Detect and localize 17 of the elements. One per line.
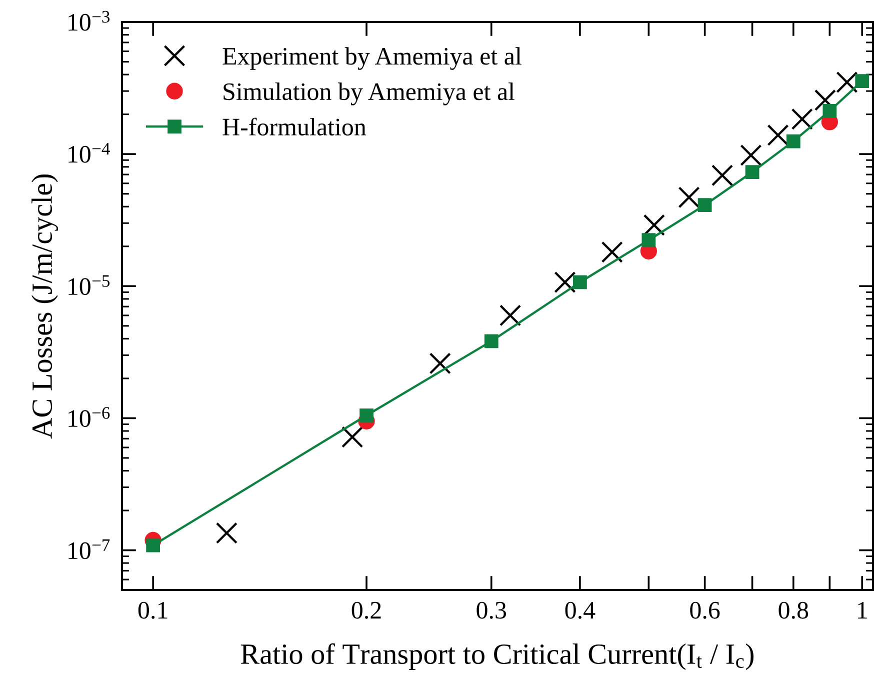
- y-tick-label: 10$^{−3}$: [68, 10, 110, 31]
- x-tick-label: 0.4: [565, 602, 596, 619]
- x-tick-label: 0.3: [476, 602, 506, 619]
- x-tick-label: 1: [858, 602, 867, 618]
- legend-label: Experiment by Amemiya et al: [222, 47, 522, 70]
- x-tick-label: 0.6: [690, 602, 720, 619]
- y-tick-label: 10$^{−6}$: [68, 407, 110, 427]
- x-tick-label: 0.8: [778, 602, 808, 619]
- x-tick-label: 0.2: [352, 602, 381, 619]
- y-axis-title: AC Losses (J/m/cycle): [32, 174, 58, 439]
- y-tick-label: 10$^{−4}$: [68, 142, 110, 163]
- x-axis-title: Ratio of Transport to Critical Current(I$_{t}$ / I$_{c}$): [240, 643, 754, 670]
- y-tick-label: 10$^{−5}$: [68, 275, 110, 296]
- y-tick-label: 10$^{−7}$: [68, 539, 110, 560]
- x-tick-label: 0.1: [138, 602, 168, 619]
- legend-label: Simulation by Amemiya et al: [224, 82, 515, 106]
- legend-label: H-formulation: [222, 118, 366, 136]
